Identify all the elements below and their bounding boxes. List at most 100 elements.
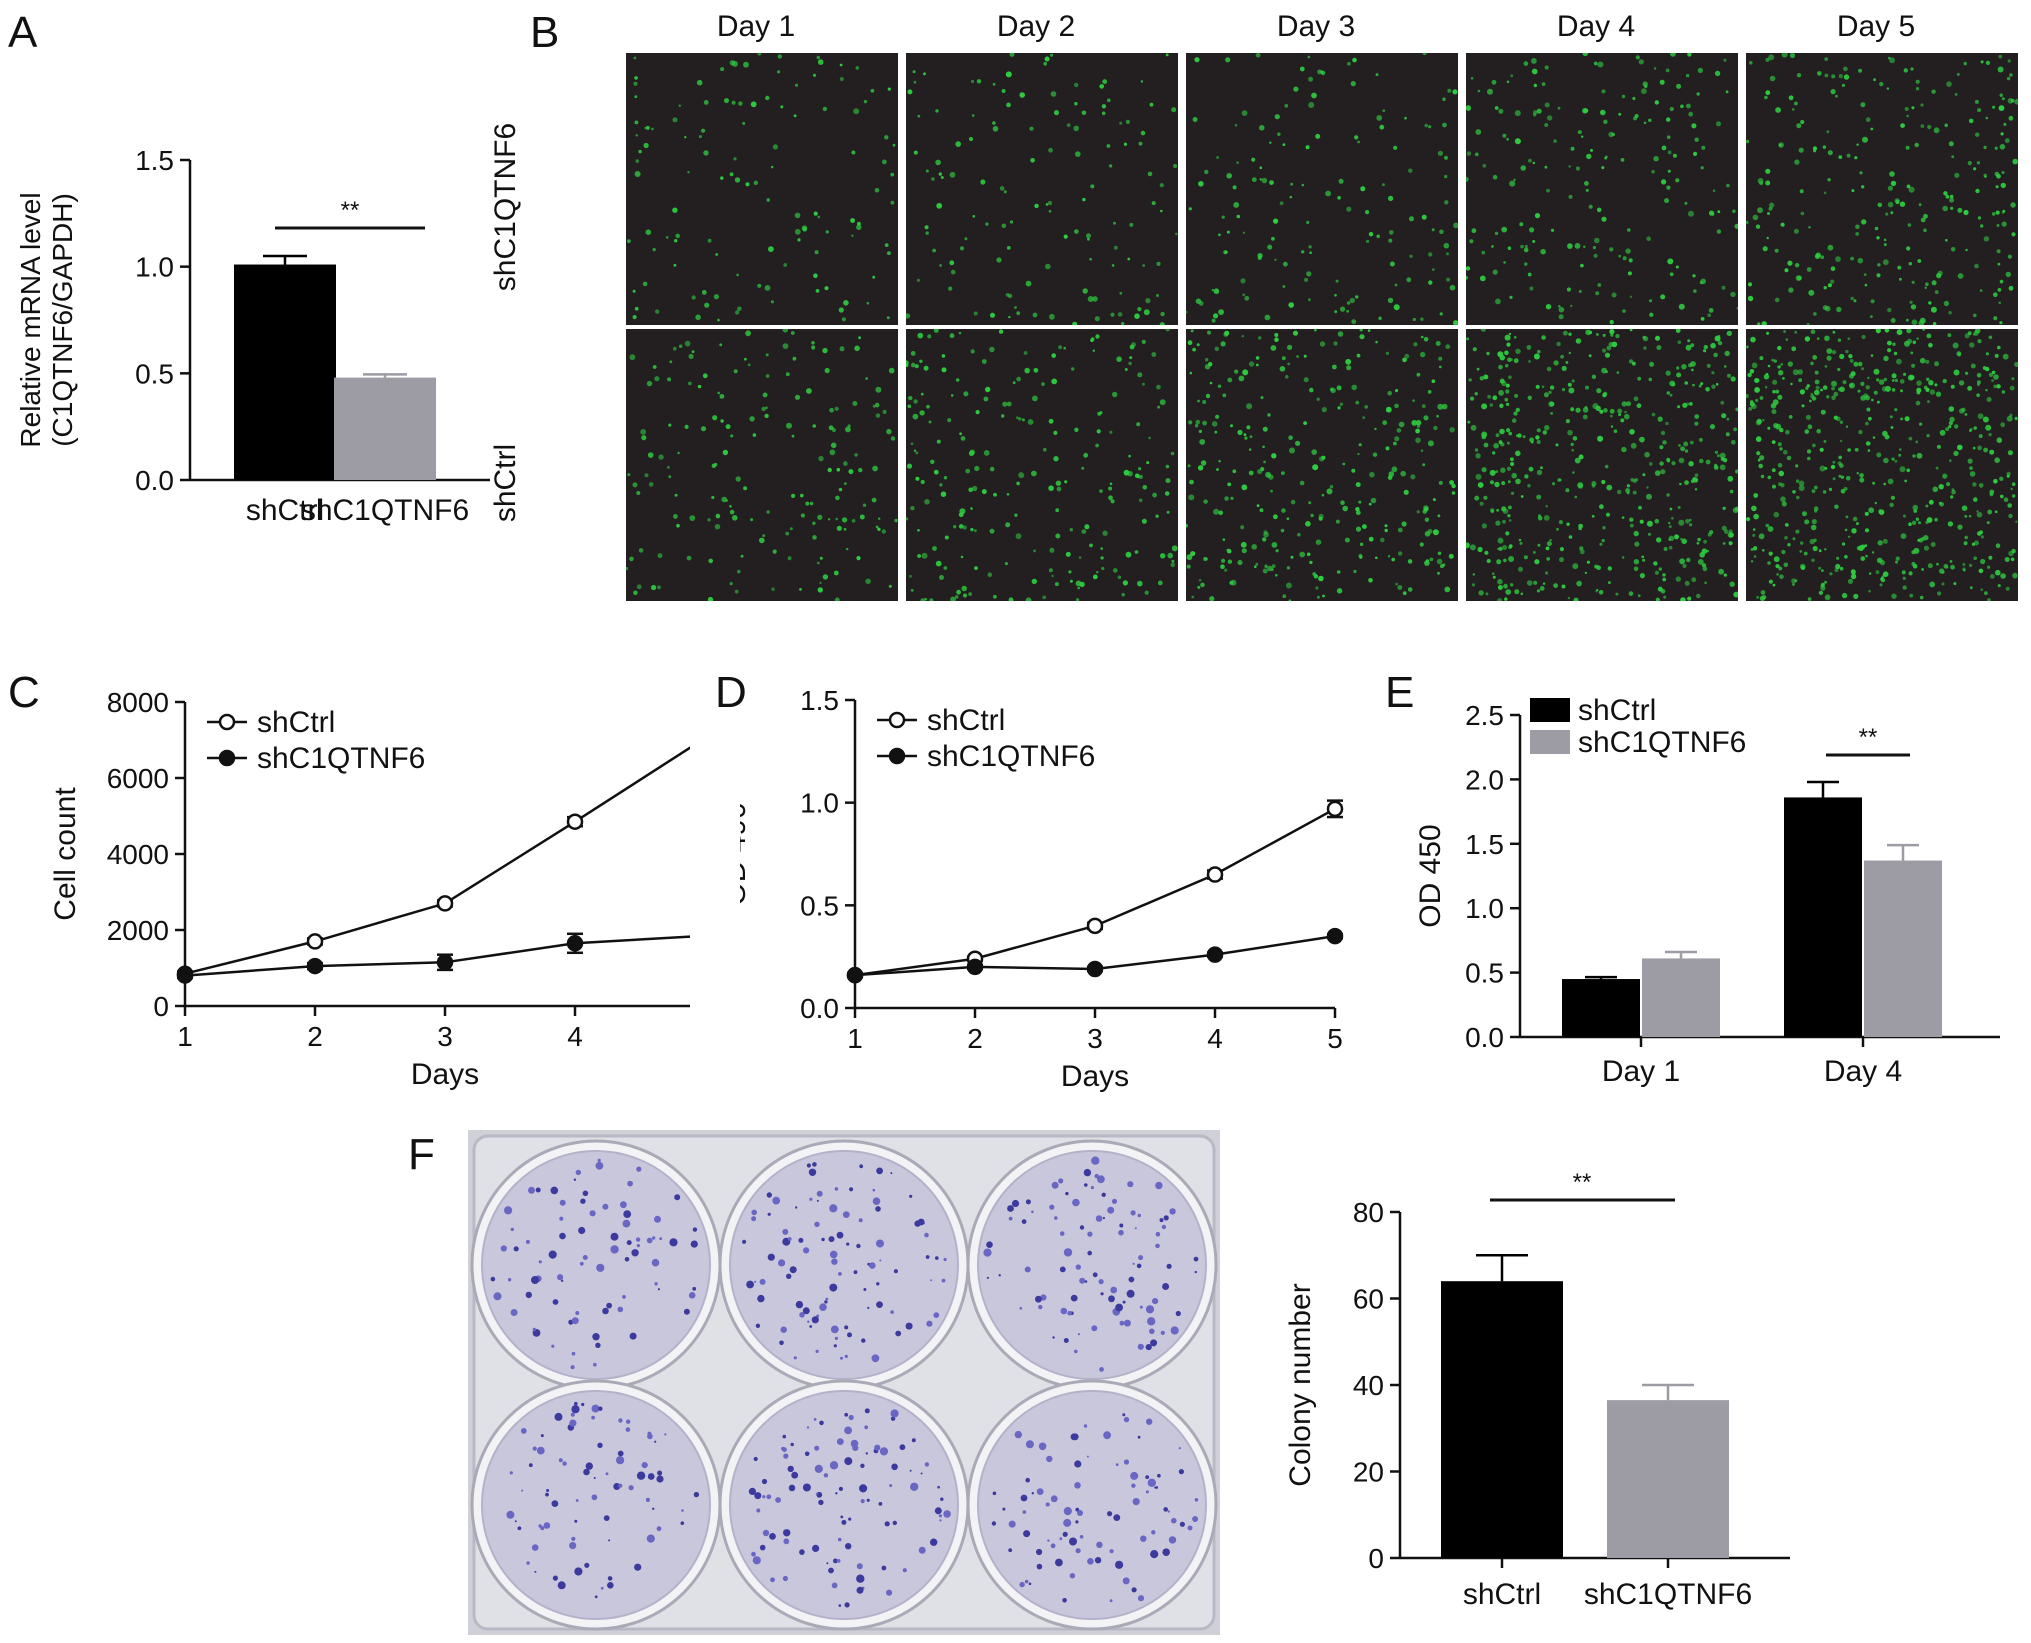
fluorescent-cell — [1382, 420, 1388, 426]
fluorescent-cell — [1784, 536, 1788, 540]
colony-dot — [1087, 1250, 1092, 1256]
fluorescent-cell — [1588, 354, 1592, 358]
fluorescent-cell — [1408, 168, 1413, 173]
fluorescent-cell — [1685, 73, 1690, 78]
fluorescent-cell — [1669, 272, 1674, 277]
fluorescent-cell — [1351, 468, 1356, 473]
fluorescent-cell — [1389, 230, 1394, 235]
fluorescent-cell — [1827, 178, 1831, 182]
fluorescent-cell — [1845, 349, 1849, 354]
fluorescent-cell — [1141, 339, 1146, 344]
colony-dot — [1162, 1283, 1170, 1290]
fluorescent-cell — [1796, 73, 1802, 78]
fluorescent-cell — [2006, 415, 2013, 422]
fluorescent-cell — [780, 105, 784, 109]
fluorescent-cell — [1824, 57, 1828, 61]
fluorescent-cell — [1701, 563, 1707, 568]
fluorescent-cell — [1634, 541, 1640, 547]
fluorescent-cell — [1700, 317, 1705, 321]
fluorescent-cell — [1505, 364, 1509, 368]
colony-dot — [605, 1472, 609, 1476]
fluorescent-cell — [724, 98, 729, 104]
fluorescent-cell — [1393, 304, 1400, 311]
fluorescent-cell — [1919, 595, 1924, 600]
fluorescent-cell — [1549, 538, 1552, 542]
fluorescent-cell — [1557, 106, 1561, 110]
fluorescent-cell — [1724, 365, 1727, 368]
fluorescent-cell — [1686, 103, 1691, 109]
d-point-shCtrl — [1326, 800, 1344, 818]
fluorescent-cell — [1451, 491, 1456, 495]
fluorescent-cell — [1858, 68, 1863, 73]
colony-dot — [1150, 1339, 1158, 1347]
colony-dot — [594, 1595, 598, 1599]
fluorescent-cell — [1475, 453, 1481, 459]
fluorescent-cell — [1835, 94, 1838, 98]
fluorescent-cell — [1806, 323, 1810, 325]
fluorescent-cell — [1891, 457, 1895, 461]
fluorescent-cell — [924, 225, 929, 230]
fluorescent-cell — [1796, 123, 1802, 129]
fluorescent-cell — [1895, 556, 1900, 561]
fluorescent-cell — [1980, 588, 1983, 591]
fluorescent-cell — [1095, 443, 1099, 448]
fluorescent-cell — [1626, 401, 1632, 407]
fluorescent-cell — [2007, 503, 2012, 508]
fluorescent-cell — [1665, 68, 1670, 73]
fluorescent-cell — [1504, 350, 1509, 356]
fluorescent-cell — [854, 345, 860, 352]
colony-dot — [1092, 1272, 1098, 1278]
fluorescent-cell — [1232, 469, 1237, 474]
fluorescent-cell — [1045, 263, 1051, 270]
fluorescent-cell — [1532, 240, 1536, 243]
fluorescent-cell — [1306, 552, 1311, 557]
fluorescent-cell — [1837, 338, 1842, 342]
f-bar-shCtrl — [1441, 1281, 1563, 1558]
fluorescent-cell — [1777, 394, 1783, 400]
fluorescent-cell — [1781, 549, 1786, 555]
fluorescent-cell — [1746, 139, 1750, 144]
fluorescent-cell — [1597, 283, 1602, 287]
micrograph-shc1qtnf6-day-4 — [1466, 53, 1738, 325]
fluorescent-cell — [1591, 514, 1595, 518]
d-point-shC1QTNF6 — [1206, 946, 1224, 963]
colony-dot — [742, 1239, 747, 1244]
fluorescent-cell — [1608, 342, 1614, 347]
fluorescent-cell — [1506, 137, 1509, 141]
fluorescent-cell — [719, 343, 723, 347]
fluorescent-cell — [1329, 387, 1334, 392]
day-label-1: Day 1 — [716, 10, 796, 43]
colony-dot — [574, 1401, 578, 1406]
fluorescent-cell — [1732, 209, 1736, 213]
fluorescent-cell — [1375, 340, 1378, 344]
d-xtick-label: 5 — [1327, 1023, 1343, 1054]
fluorescent-cell — [1006, 401, 1012, 407]
colony-dot — [829, 1204, 838, 1213]
fluorescent-cell — [1142, 485, 1148, 490]
fluorescent-cell — [919, 410, 925, 416]
fluorescent-cell — [1509, 295, 1513, 299]
fluorescent-cell — [1970, 363, 1976, 369]
fluorescent-cell — [1335, 279, 1339, 283]
colony-dot — [751, 1209, 757, 1216]
colony-dot — [1163, 1215, 1169, 1221]
fluorescent-cell — [1053, 110, 1060, 116]
fluorescent-cell — [1224, 496, 1229, 501]
fluorescent-cell — [1422, 53, 1427, 56]
fluorescent-cell — [1692, 383, 1695, 387]
fluorescent-cell — [1398, 551, 1403, 556]
colony-dot — [838, 1486, 843, 1491]
colony-dot — [1101, 1192, 1106, 1197]
fluorescent-cell — [1034, 203, 1039, 209]
fluorescent-cell — [1678, 457, 1685, 464]
fluorescent-cell — [1666, 457, 1671, 462]
fluorescent-cell — [1968, 118, 1974, 124]
fluorescent-cell — [1366, 239, 1370, 243]
colony-dot — [1090, 1186, 1094, 1190]
colony-dot — [767, 1212, 771, 1216]
fluorescent-cell — [691, 350, 695, 353]
fluorescent-cell — [1346, 301, 1351, 305]
colony-dot — [804, 1451, 810, 1457]
fluorescent-cell — [1580, 263, 1584, 268]
